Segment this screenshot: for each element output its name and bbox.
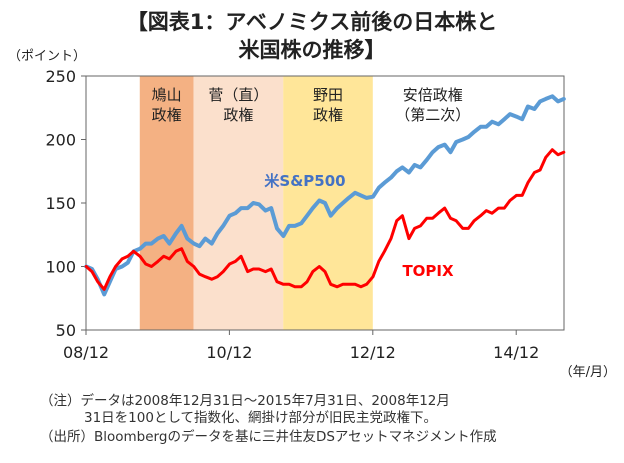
plot-frame — [81, 75, 565, 335]
period-label-1: 菅（直）政権 — [208, 86, 268, 124]
y-tick-label: 250 — [45, 67, 76, 86]
x-tick-label: 12/12 — [350, 343, 396, 362]
x-tick-label: 14/12 — [493, 343, 539, 362]
x-tick-label: 10/12 — [206, 343, 252, 362]
source-line: （出所）Bloombergのデータを基に三井住友DSアセットマネジメント作成 — [40, 429, 497, 445]
y-tick-label: 100 — [45, 258, 76, 277]
series-line-topix — [84, 148, 566, 291]
period-label-3: 安倍政権（第二次） — [395, 86, 470, 124]
y-tick-label: 200 — [45, 131, 76, 150]
period-band-0 — [139, 76, 194, 330]
series-lines — [84, 94, 566, 297]
y-tick-label: 150 — [45, 194, 76, 213]
x-tick-label: 08/12 — [63, 343, 109, 362]
chart-title-line1: 【図表1：アベノミクス前後の日本株と — [126, 10, 498, 34]
topix-series-label: TOPIX — [402, 262, 454, 280]
note-line-1: （注）データは2008年12月31日～2015年7月31日、2008年12月 — [40, 393, 450, 409]
period-band-1 — [193, 76, 284, 330]
sp500-series-label: 米S&P500 — [264, 172, 345, 190]
x-axis-unit-label: （年/月） — [560, 365, 616, 380]
y-tick-label: 50 — [56, 321, 76, 340]
chart-title-line2: 米国株の推移】 — [238, 38, 386, 62]
series-line-sp500 — [84, 94, 566, 297]
period-label-0: 鳩山政権 — [152, 86, 182, 124]
y-axis-unit-label: （ポイント） — [8, 49, 86, 64]
period-label-2: 野田政権 — [313, 86, 343, 124]
note-line-2: 31日を100として指数化、網掛け部分が旧民主党政権下。 — [84, 410, 438, 426]
